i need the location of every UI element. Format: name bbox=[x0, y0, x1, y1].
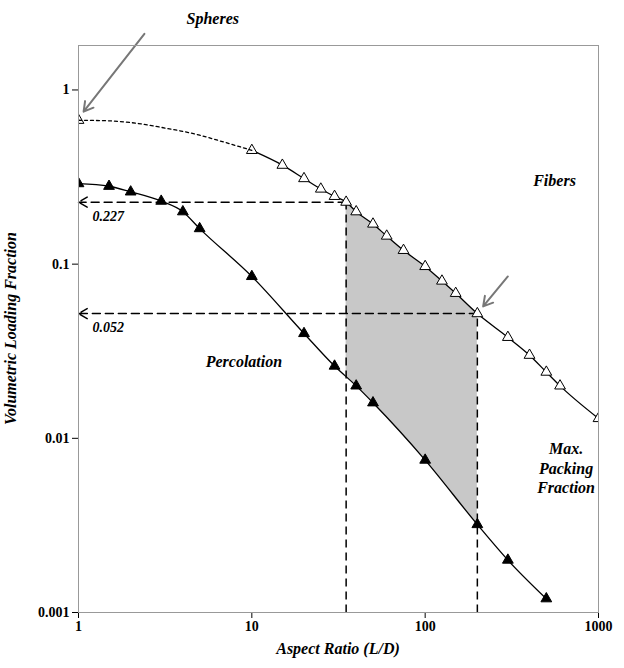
svg-text:Fibers: Fibers bbox=[532, 172, 576, 189]
svg-text:1: 1 bbox=[63, 82, 70, 97]
svg-text:10: 10 bbox=[245, 619, 259, 634]
svg-text:Max.PackingFraction: Max.PackingFraction bbox=[536, 440, 595, 495]
svg-text:0.001: 0.001 bbox=[38, 605, 70, 620]
svg-text:0.227: 0.227 bbox=[93, 209, 126, 224]
svg-text:0.01: 0.01 bbox=[45, 431, 70, 446]
svg-text:100: 100 bbox=[415, 619, 436, 634]
svg-text:Percolation: Percolation bbox=[205, 353, 283, 370]
svg-text:Aspect Ratio (L/D): Aspect Ratio (L/D) bbox=[275, 640, 400, 658]
svg-text:0.1: 0.1 bbox=[52, 257, 70, 272]
svg-text:0.052: 0.052 bbox=[93, 320, 125, 335]
svg-text:1: 1 bbox=[75, 619, 82, 634]
svg-text:1000: 1000 bbox=[585, 619, 613, 634]
svg-text:Spheres: Spheres bbox=[187, 10, 239, 28]
svg-text:Volumetric Loading Fraction: Volumetric Loading Fraction bbox=[2, 232, 20, 425]
